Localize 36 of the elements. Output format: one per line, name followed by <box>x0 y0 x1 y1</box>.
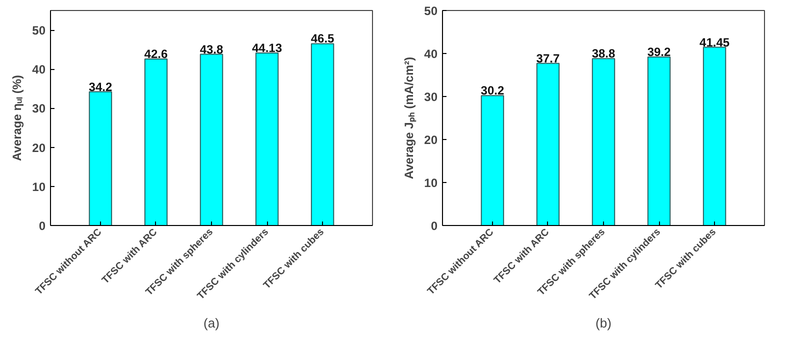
y-tick-label: 50 <box>424 4 438 18</box>
bar <box>702 46 726 226</box>
y-tick-label: 0 <box>430 219 438 233</box>
bar <box>592 58 616 226</box>
data-label: 39.2 <box>647 44 672 59</box>
y-tick-label: 40 <box>424 47 438 61</box>
bar <box>144 58 168 226</box>
bar <box>200 54 224 226</box>
bar <box>310 43 334 226</box>
text: (a) <box>204 316 220 330</box>
text: (b) <box>596 316 612 330</box>
bar <box>536 62 560 226</box>
y-tick-label: 50 <box>32 24 46 38</box>
y-tick-label: 10 <box>32 180 46 194</box>
data-label: 43.8 <box>200 42 224 56</box>
data-label: 42.6 <box>144 46 168 61</box>
y-axis-title: Average Jₚₕ (mA/cm²) <box>402 56 418 180</box>
data-label: 41.45 <box>700 35 730 50</box>
y-tick-label: 0 <box>38 219 46 233</box>
y-tick-label: 30 <box>424 90 438 104</box>
y-tick-label: 20 <box>424 133 438 147</box>
data-label: 30.2 <box>480 84 504 98</box>
y-axis-title: Average ηᵤₗ (%) <box>10 74 24 161</box>
bar <box>255 52 279 226</box>
data-label: 37.7 <box>536 51 560 66</box>
y-tick-label: 40 <box>32 62 46 77</box>
bar <box>480 95 504 226</box>
bar <box>88 91 112 226</box>
data-label: 34.2 <box>88 80 112 94</box>
y-tick-label: 30 <box>32 102 46 116</box>
y-tick-label: 20 <box>32 140 46 155</box>
y-tick-label: 10 <box>424 176 438 190</box>
data-label: 46.5 <box>310 32 335 46</box>
data-label: 38.8 <box>592 46 616 61</box>
bar <box>647 56 671 226</box>
data-label: 44.13 <box>252 40 282 55</box>
